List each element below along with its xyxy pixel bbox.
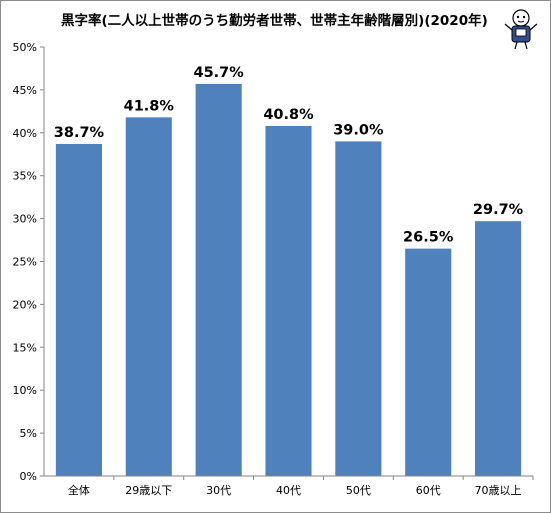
x-tick-label: 30代 — [206, 484, 231, 497]
bar — [335, 141, 382, 476]
y-tick-label: 15% — [13, 341, 37, 354]
y-tick-label: 25% — [13, 256, 37, 269]
bar — [265, 125, 312, 476]
data-label: 45.7% — [193, 65, 244, 81]
y-tick-label: 50% — [13, 41, 37, 54]
bar — [195, 83, 242, 477]
mascot-logo — [504, 9, 538, 50]
x-tick-label: 60代 — [416, 484, 441, 497]
y-tick-label: 30% — [13, 213, 37, 226]
bar — [125, 117, 172, 476]
y-tick-label: 35% — [13, 170, 37, 183]
x-tick-label: 40代 — [276, 484, 301, 497]
x-tick-label: 全体 — [68, 483, 90, 497]
y-tick-label: 5% — [20, 427, 37, 440]
y-tick-label: 10% — [13, 384, 37, 397]
data-label: 40.8% — [263, 107, 314, 123]
y-tick-label: 40% — [13, 127, 37, 140]
x-tick-label: 70歳以上 — [475, 484, 522, 497]
data-label: 26.5% — [403, 230, 454, 246]
y-tick-label: 0% — [20, 470, 37, 483]
data-label: 41.8% — [124, 98, 175, 114]
chart-title: 黒字率(二人以上世帯のうち勤労者世帯、世帯主年齢階層別)(2020年) — [61, 13, 488, 29]
data-label: 29.7% — [473, 202, 524, 218]
x-tick-label: 29歳以下 — [125, 484, 172, 497]
y-tick-label: 45% — [13, 84, 37, 97]
y-tick-label: 20% — [13, 298, 37, 311]
data-label: 39.0% — [333, 122, 384, 138]
bar — [55, 143, 102, 477]
bar — [405, 248, 452, 476]
data-label: 38.7% — [54, 125, 105, 141]
bar — [475, 221, 522, 476]
x-tick-label: 50代 — [346, 484, 371, 497]
